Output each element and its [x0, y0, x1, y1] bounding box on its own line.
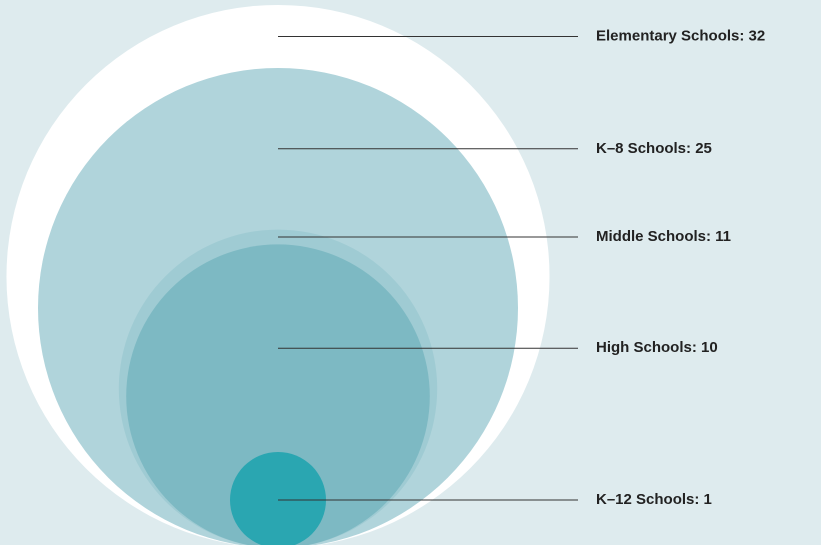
data-label: K–12 Schools: 1 — [596, 491, 712, 508]
data-label: Middle Schools: 11 — [596, 228, 731, 245]
data-label: High Schools: 10 — [596, 339, 718, 356]
bubble — [126, 244, 430, 545]
data-label: K–8 Schools: 25 — [596, 140, 712, 157]
bubble — [230, 452, 326, 545]
data-label: Elementary Schools: 32 — [596, 27, 765, 44]
